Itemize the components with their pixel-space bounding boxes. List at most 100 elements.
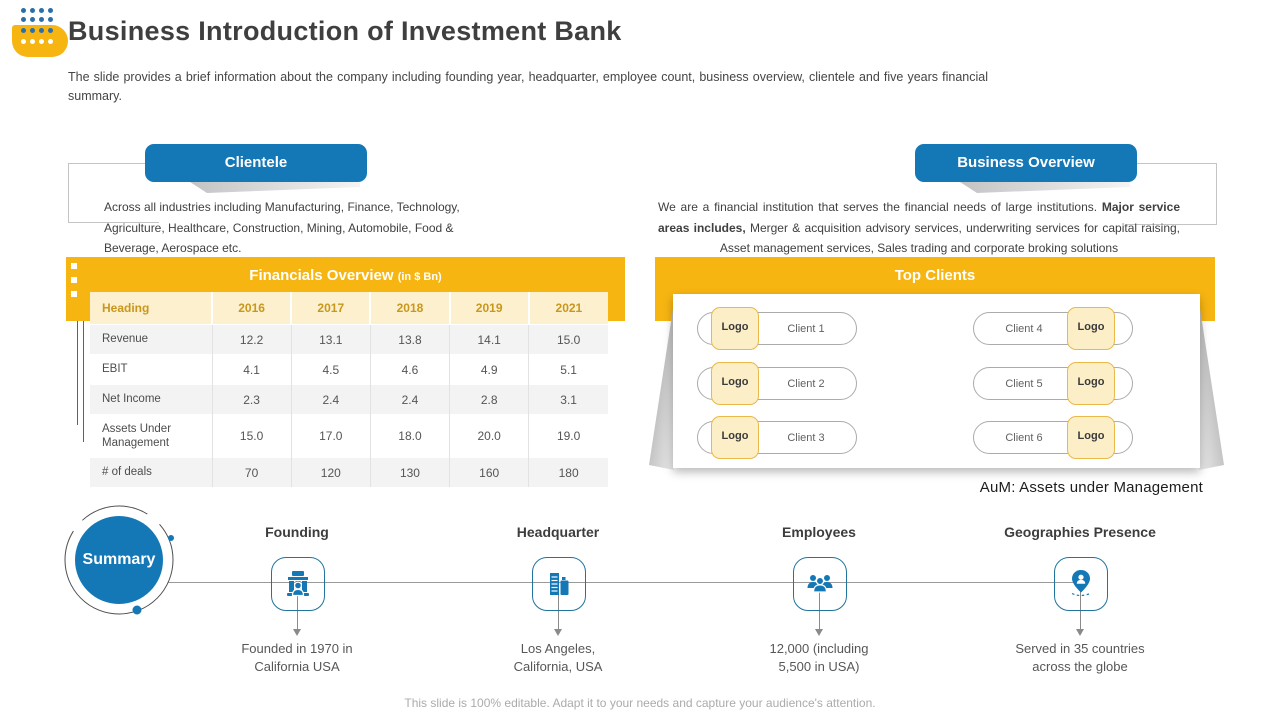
cell: 12.2 [211, 324, 292, 355]
business-overview-text: We are a financial institution that serv… [658, 197, 1180, 259]
milestone-icon-box [1054, 557, 1108, 611]
milestone-icon-box [793, 557, 847, 611]
client-capsule: Client 3 [697, 421, 857, 454]
cell: 160 [449, 457, 529, 487]
logo-dot-row [21, 39, 53, 44]
clientele-badge-shadow [190, 182, 360, 193]
client-name: Client 1 [787, 322, 825, 335]
decorative-square [71, 263, 77, 269]
cell: 15.0 [528, 324, 608, 355]
cell: 20.0 [449, 414, 529, 458]
client-logo-placeholder: Logo [711, 307, 759, 350]
office-buildings-icon [550, 573, 569, 595]
logo-dot-row [21, 28, 53, 33]
cell: 15.0 [211, 414, 292, 458]
client-pill: Client 6 Logo [973, 416, 1133, 459]
cell: 180 [528, 457, 608, 487]
client-logo-placeholder: Logo [711, 416, 759, 459]
cell: 3.1 [528, 384, 608, 415]
table-header-row: Heading 2016 2017 2018 2019 2021 [90, 292, 608, 325]
column-header: 2017 [290, 292, 371, 325]
table-row: Assets Under Management 15.0 17.0 18.0 2… [90, 414, 608, 458]
cell: 13.1 [290, 324, 371, 355]
panel-shadow-left [649, 302, 674, 470]
cell: 2.4 [369, 384, 450, 415]
financials-band-title: Financials Overview (in $ Bn) [66, 267, 625, 284]
client-name: Client 3 [787, 431, 825, 444]
milestone-caption: Los Angeles, California, USA [513, 641, 603, 674]
client-name: Client 2 [787, 377, 825, 390]
business-overview-badge-shadow [960, 182, 1130, 193]
client-pill: Client 1 Logo [697, 307, 857, 350]
cell: 2.4 [290, 384, 371, 415]
client-capsule: Client 4 [973, 312, 1133, 345]
financials-title-unit: (in $ Bn) [397, 271, 442, 283]
cell: 4.1 [211, 354, 292, 385]
client-capsule: Client 2 [697, 367, 857, 400]
logo-dot-row [21, 17, 53, 22]
cell: 2.3 [211, 384, 292, 415]
milestone-connector [1080, 583, 1081, 630]
client-logo-placeholder: Logo [1067, 416, 1115, 459]
row-label: EBIT [90, 354, 212, 385]
client-pill: Client 5 Logo [973, 362, 1133, 405]
business-overview-badge: Business Overview [915, 144, 1137, 182]
cell: 19.0 [528, 414, 608, 458]
location-pin-icon [1071, 570, 1091, 597]
cell: 2.8 [449, 384, 529, 415]
financials-title-text: Financials Overview [249, 267, 394, 284]
client-pill: Client 2 Logo [697, 362, 857, 405]
business-overview-bracket [1126, 163, 1217, 225]
page-subtitle: The slide provides a brief information a… [68, 70, 988, 104]
column-header: 2018 [369, 292, 450, 325]
logo-dot-row [21, 8, 53, 13]
top-clients-panel: Client 1 Logo Client 2 Logo Client 3 Log… [673, 294, 1200, 468]
aum-footnote: AuM: Assets under Management [979, 479, 1203, 496]
table-row: # of deals 70 120 130 160 180 [90, 457, 608, 487]
row-label: Revenue [90, 324, 212, 355]
summary-ring-decoration [64, 505, 174, 615]
milestone-caption: Founded in 1970 in California USA [241, 641, 353, 674]
bank-building-icon [287, 571, 309, 597]
decorative-square [71, 277, 77, 283]
row-label: Net Income [90, 384, 212, 415]
milestone-heading: Employees [782, 524, 856, 540]
column-header: Heading [90, 292, 212, 325]
cell: 17.0 [290, 414, 371, 458]
business-overview-text-bold: Major service areas includes, [658, 200, 1180, 235]
cell: 4.9 [449, 354, 529, 385]
cell: 130 [369, 457, 450, 487]
row-label: Assets Under Management [90, 414, 212, 458]
column-header: 2021 [527, 292, 608, 325]
people-group-icon [807, 575, 833, 593]
milestone-heading: Headquarter [516, 524, 600, 540]
row-label: # of deals [90, 457, 212, 487]
table-row: Net Income 2.3 2.4 2.4 2.8 3.1 [90, 384, 608, 415]
client-capsule: Client 1 [697, 312, 857, 345]
milestone-caption: Served in 35 countries across the globe [1015, 641, 1145, 674]
client-name: Client 5 [1005, 377, 1043, 390]
clientele-text: Across all industries including Manufact… [104, 200, 460, 256]
decorative-vline [77, 290, 78, 425]
client-logo-placeholder: Logo [1067, 362, 1115, 405]
milestone-caption: 12,000 (including 5,500 in USA) [769, 641, 869, 674]
arrow-down-icon [1075, 629, 1084, 636]
milestone-icon-box [271, 557, 325, 611]
cell: 13.8 [369, 324, 450, 355]
clientele-bracket [68, 163, 159, 223]
column-header: 2019 [448, 292, 529, 325]
cell: 18.0 [369, 414, 450, 458]
business-overview-text-end: Merger & acquisition advisory services, … [719, 220, 1180, 256]
cell: 4.6 [369, 354, 450, 385]
panel-shadow-right [1199, 302, 1224, 470]
table-row: EBIT 4.1 4.5 4.6 4.9 5.1 [90, 354, 608, 385]
client-pill: Client 3 Logo [697, 416, 857, 459]
cell: 70 [211, 457, 292, 487]
milestone-icon-box [532, 557, 586, 611]
decorative-vline [83, 302, 84, 442]
page-title: Business Introduction of Investment Bank [68, 16, 622, 46]
client-pill: Client 4 Logo [973, 307, 1133, 350]
table-row: Revenue 12.2 13.1 13.8 14.1 15.0 [90, 324, 608, 355]
client-logo-placeholder: Logo [1067, 307, 1115, 350]
